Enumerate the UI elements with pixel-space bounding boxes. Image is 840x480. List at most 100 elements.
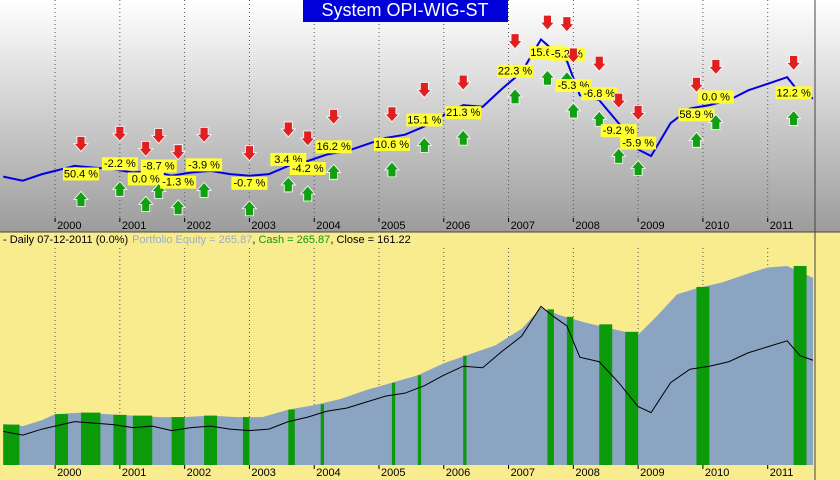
trade-label-bg — [62, 167, 99, 181]
trade-label: -0.7 % — [234, 178, 266, 190]
x-tick-label: 2007 — [511, 220, 535, 232]
buy-arrow — [73, 190, 89, 207]
trade-label: -8.7 % — [143, 160, 175, 172]
trade-label: -6.8 % — [583, 88, 615, 100]
trade-label-bg — [697, 90, 734, 104]
x-tick-label: 2011 — [770, 467, 794, 479]
sell-arrow — [707, 59, 724, 76]
sell-arrow — [170, 144, 187, 161]
buy-arrow — [688, 131, 705, 148]
buy-arrow — [785, 109, 802, 126]
buy-arrow — [707, 113, 724, 130]
legend-cash: Cash = 265.87 — [258, 234, 330, 246]
trade-label-bg — [101, 157, 138, 171]
trade-label-bg — [581, 87, 618, 101]
x-tick-label: 2009 — [640, 220, 664, 232]
buy-arrow — [507, 88, 523, 105]
x-tick-label: 2003 — [251, 467, 275, 479]
trade-label-bg — [600, 124, 637, 138]
legend-close: Close = 161.22 — [336, 234, 410, 246]
buy-arrow — [325, 163, 342, 180]
x-tick-label: 2001 — [122, 467, 146, 479]
sell-arrow — [610, 92, 627, 109]
cash-bar — [547, 309, 554, 465]
trade-label: 0.0 % — [702, 91, 730, 103]
sell-arrow — [565, 47, 582, 64]
trade-label: 22.3 % — [498, 66, 532, 78]
trade-label: -4.2 % — [292, 163, 324, 175]
sell-arrow — [416, 82, 433, 99]
buy-arrow — [241, 200, 258, 217]
cash-bar — [793, 265, 807, 465]
sell-arrow — [630, 105, 647, 122]
trade-label: 12.2 % — [776, 87, 810, 99]
buy-arrow — [299, 185, 316, 202]
x-tick-label: 2000 — [57, 467, 81, 479]
cash-bar — [417, 375, 422, 465]
trade-label-bg — [497, 64, 534, 78]
cash-bar — [80, 412, 101, 465]
x-tick-label: 2003 — [251, 220, 275, 232]
x-tick-label: 2011 — [770, 220, 794, 232]
x-tick-label: 2010 — [705, 467, 729, 479]
cash-bar — [599, 324, 613, 465]
sell-arrow — [196, 127, 212, 144]
buy-arrow — [111, 180, 128, 197]
sell-arrow — [688, 76, 705, 93]
cash-bar — [171, 417, 185, 465]
buy-arrow — [630, 159, 647, 176]
trade-label-bg — [186, 158, 223, 172]
buy-arrow — [539, 69, 556, 86]
close-line — [3, 305, 814, 436]
chart-title: System OPI-WIG-ST — [321, 0, 488, 20]
x-tick-label: 2006 — [446, 467, 470, 479]
cash-bar — [3, 424, 20, 465]
trade-label-bg — [127, 172, 164, 186]
trade-label: 58.9 % — [679, 109, 713, 121]
buy-arrow — [565, 102, 582, 119]
x-tick-label: 2002 — [187, 220, 211, 232]
x-tick-label: 2005 — [381, 467, 405, 479]
buy-arrow — [610, 147, 627, 164]
buy-arrow — [455, 129, 472, 146]
legend-equity: Portfolio Equity = 265.87 — [132, 234, 252, 246]
cash-bar — [696, 286, 710, 465]
trade-label-bg — [160, 175, 197, 189]
x-tick-label: 2005 — [381, 220, 405, 232]
x-tick-label: 2007 — [511, 467, 535, 479]
trade-label: -2.2 % — [104, 158, 136, 170]
trade-label-bg — [140, 159, 177, 173]
trade-label: -3.9 % — [188, 159, 220, 171]
x-tick-label: 2000 — [57, 220, 81, 232]
pane-header: - Daily 07-12-2011 (0.0%) Portfolio Equit… — [3, 234, 411, 246]
trade-label: 10.6 % — [375, 139, 409, 151]
cash-bar — [391, 382, 396, 465]
x-tick-label: 2009 — [640, 467, 664, 479]
sell-arrow — [591, 55, 608, 72]
sell-arrow — [558, 16, 575, 33]
trade-label: 15.1 % — [407, 114, 441, 126]
x-tick-label: 2008 — [575, 467, 599, 479]
buy-arrow — [170, 199, 187, 216]
sell-arrow — [137, 141, 154, 158]
sell-arrow — [384, 106, 400, 123]
trade-label-bg — [678, 108, 715, 122]
buy-arrow — [196, 181, 212, 198]
trade-label: -5.9 % — [622, 137, 654, 149]
trade-label: -9.2 % — [603, 125, 635, 137]
trade-label-bg — [775, 86, 812, 100]
sell-arrow — [539, 14, 556, 31]
trade-label: 50.4 % — [64, 168, 98, 180]
buy-arrow — [384, 161, 400, 178]
header-text: - Daily 07-12-2011 (0.0%) — [3, 234, 128, 246]
trade-label-bg — [289, 162, 326, 175]
x-axis-strip — [0, 465, 815, 480]
title-box — [303, 0, 508, 22]
cash-bar — [463, 355, 467, 465]
trade-label-bg — [406, 113, 443, 127]
trade-label: 21.3 % — [446, 107, 480, 119]
sell-arrow — [150, 128, 167, 145]
sell-arrow — [325, 108, 342, 125]
sell-arrow — [455, 74, 472, 91]
